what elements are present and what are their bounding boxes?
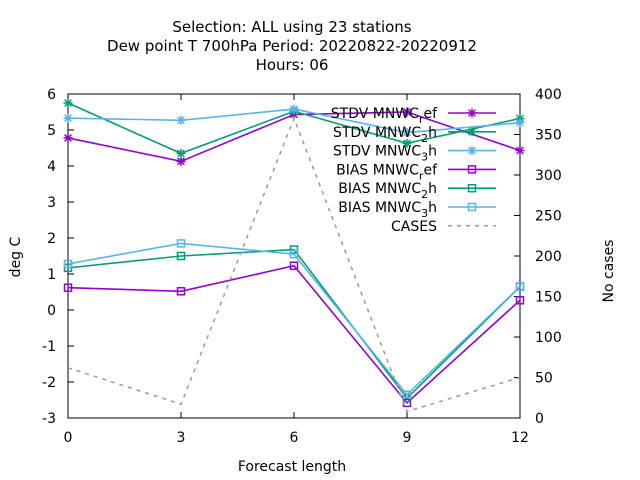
data-point [289, 104, 299, 114]
legend-label: STDV MNWCref [331, 106, 438, 126]
y2-tick-label: 250 [535, 209, 562, 225]
data-point [289, 261, 299, 270]
data-point [515, 118, 525, 128]
legend-sample-marker [467, 165, 477, 174]
y2-tick-label: 100 [535, 330, 562, 346]
data-point [63, 283, 73, 292]
series-cases [67, 116, 521, 413]
series-line [67, 248, 521, 400]
data-point [515, 146, 525, 156]
series-bias-mnwc-ref [63, 261, 525, 408]
data-point [402, 107, 412, 117]
y-tick-label: 5 [47, 123, 56, 139]
data-point [515, 282, 525, 291]
y-tick-label: 3 [47, 195, 56, 211]
y2-tick-label: 400 [535, 87, 562, 103]
title-line-3: Hours: 06 [256, 56, 329, 74]
y2-tick-label: 200 [535, 249, 562, 265]
legend-entry: STDV MNWCref [331, 106, 496, 126]
data-point [515, 296, 525, 305]
data-point [176, 156, 186, 166]
y2-tick-label: 300 [535, 168, 562, 184]
y2-axis-label: No cases [601, 240, 617, 303]
series-line [67, 116, 521, 413]
legend-label: STDV MNWC3h [333, 144, 437, 164]
y-tick-label: 0 [47, 303, 56, 319]
legend-label: STDV MNWC2h [333, 125, 437, 145]
y-tick-label: 1 [47, 267, 56, 283]
legend-label: BIAS MNWCref [336, 162, 438, 182]
y-tick-label: 6 [47, 87, 56, 103]
legend-sample-marker [467, 202, 477, 212]
chart-title: Selection: ALL using 23 stations Dew poi… [107, 18, 477, 74]
data-point [63, 259, 73, 269]
legend-sample-marker [467, 108, 477, 118]
y-axis-label: deg C [8, 236, 24, 277]
data-point [289, 245, 299, 254]
data-point [402, 138, 412, 148]
title-line-2: Dew point T 700hPa Period: 20220822-2022… [107, 37, 477, 55]
x-tick-label: 12 [511, 430, 529, 446]
legend-label: BIAS MNWC2h [338, 181, 437, 201]
x-tick-label: 9 [403, 430, 412, 446]
x-tick-label: 0 [64, 430, 73, 446]
data-point [176, 239, 186, 248]
series-layer [63, 98, 525, 413]
legend-sample-marker [467, 146, 477, 156]
data-point [63, 133, 73, 143]
legend-label: BIAS MNWC3h [338, 200, 437, 220]
y-tick-label: -1 [42, 339, 56, 355]
legend-entry: BIAS MNWC3h [338, 200, 496, 220]
y2-tick-label: 50 [535, 371, 553, 387]
data-point [176, 148, 186, 158]
legend-entry: STDV MNWC2h [333, 125, 496, 145]
x-tick-label: 6 [290, 430, 299, 446]
legend-label: CASES [391, 219, 437, 235]
y2-tick-label: 0 [535, 411, 544, 427]
legend-sample-marker [467, 183, 477, 193]
data-point [63, 113, 73, 123]
legend-entry: STDV MNWC3h [333, 144, 496, 164]
x-tick-label: 3 [177, 430, 186, 446]
ticks-layer: 0 3 6 9 12-3-2-10123456050100150200250300350… [42, 87, 562, 446]
series-line [67, 264, 521, 405]
plot-border [67, 93, 521, 419]
y-tick-label: 2 [47, 231, 56, 247]
data-point [289, 249, 299, 259]
y-tick-label: -2 [42, 375, 56, 391]
series-stdv-mnwc-3h [63, 104, 525, 138]
y-tick-label: 4 [47, 159, 56, 175]
legend-sample-marker [467, 127, 477, 137]
data-point [176, 115, 186, 125]
x-axis-label: Forecast length [238, 459, 346, 475]
data-point [176, 251, 186, 261]
data-point [63, 98, 73, 108]
legend-entry: CASES [391, 219, 496, 235]
y2-tick-label: 350 [535, 128, 562, 144]
legend-entry: BIAS MNWCref [336, 162, 496, 182]
data-point [402, 390, 412, 399]
data-point [176, 287, 186, 296]
y2-tick-label: 150 [535, 290, 562, 306]
series-line [67, 242, 521, 396]
series-stdv-mnwc-ref [63, 107, 525, 166]
data-point [402, 128, 412, 138]
y-tick-label: -3 [42, 411, 56, 427]
legend-entry: BIAS MNWC2h [338, 181, 496, 201]
title-line-1: Selection: ALL using 23 stations [172, 18, 411, 36]
series-bias-mnwc-3h [63, 239, 525, 399]
